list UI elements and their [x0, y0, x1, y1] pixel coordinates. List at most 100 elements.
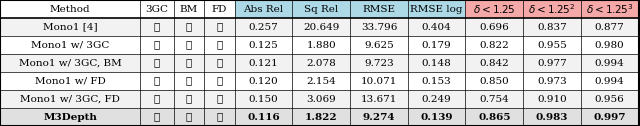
Bar: [465, 36, 523, 54]
Bar: [581, 90, 639, 108]
Bar: [174, 90, 204, 108]
Bar: [581, 108, 639, 126]
Bar: [350, 18, 408, 36]
Bar: [465, 72, 523, 90]
Text: Mono1 [4]: Mono1 [4]: [43, 23, 97, 32]
Text: 3GC: 3GC: [145, 5, 168, 13]
Bar: [581, 18, 639, 36]
Bar: [235, 54, 292, 72]
Text: 0.842: 0.842: [479, 58, 509, 68]
Text: 0.257: 0.257: [249, 23, 278, 32]
Bar: [174, 54, 204, 72]
Text: 0.179: 0.179: [422, 40, 451, 50]
Text: 0.956: 0.956: [595, 94, 625, 103]
Text: ✓: ✓: [154, 113, 160, 121]
Text: 0.865: 0.865: [478, 113, 511, 121]
Bar: [408, 90, 465, 108]
Text: ✓: ✓: [216, 94, 223, 103]
Text: 0.404: 0.404: [422, 23, 451, 32]
Bar: [204, 36, 235, 54]
Text: ✓: ✓: [154, 40, 160, 50]
Text: ✓: ✓: [216, 76, 223, 86]
Bar: [204, 18, 235, 36]
Text: 9.625: 9.625: [364, 40, 394, 50]
Text: Mono1 w/ 3GC, BM: Mono1 w/ 3GC, BM: [19, 58, 122, 68]
Text: ✗: ✗: [154, 23, 160, 32]
Bar: [523, 108, 581, 126]
Bar: [408, 18, 465, 36]
Bar: [581, 0, 639, 18]
Text: 9.274: 9.274: [363, 113, 396, 121]
Text: 1.880: 1.880: [307, 40, 336, 50]
Bar: [350, 0, 408, 18]
Text: Method: Method: [50, 5, 90, 13]
Bar: [235, 18, 292, 36]
Bar: [292, 90, 350, 108]
Bar: [523, 54, 581, 72]
Text: 0.754: 0.754: [479, 94, 509, 103]
Text: 0.837: 0.837: [537, 23, 567, 32]
Bar: [523, 36, 581, 54]
Text: RMSE log: RMSE log: [410, 5, 463, 13]
Text: ✓: ✓: [216, 113, 223, 121]
Bar: [140, 72, 174, 90]
Text: Abs Rel: Abs Rel: [244, 5, 284, 13]
Bar: [0, 72, 140, 90]
Text: 0.150: 0.150: [249, 94, 278, 103]
Bar: [204, 72, 235, 90]
Text: 1.822: 1.822: [305, 113, 337, 121]
Text: 0.877: 0.877: [595, 23, 625, 32]
Bar: [350, 108, 408, 126]
Bar: [174, 108, 204, 126]
Text: Sq Rel: Sq Rel: [304, 5, 339, 13]
Text: ✗: ✗: [154, 76, 160, 86]
Text: $\delta < 1.25^2$: $\delta < 1.25^2$: [528, 2, 576, 16]
Bar: [292, 0, 350, 18]
Bar: [465, 18, 523, 36]
Bar: [408, 36, 465, 54]
Bar: [408, 108, 465, 126]
Bar: [523, 72, 581, 90]
Text: 0.983: 0.983: [536, 113, 568, 121]
Bar: [0, 0, 140, 18]
Bar: [0, 36, 140, 54]
Text: 10.071: 10.071: [361, 76, 397, 86]
Bar: [465, 54, 523, 72]
Bar: [0, 90, 140, 108]
Bar: [204, 108, 235, 126]
Text: 0.249: 0.249: [422, 94, 451, 103]
Text: $\delta < 1.25$: $\delta < 1.25$: [473, 3, 516, 15]
Bar: [174, 36, 204, 54]
Bar: [523, 90, 581, 108]
Bar: [235, 36, 292, 54]
Bar: [140, 108, 174, 126]
Bar: [235, 72, 292, 90]
Bar: [204, 0, 235, 18]
Bar: [174, 0, 204, 18]
Text: ✗: ✗: [216, 58, 223, 68]
Text: 0.139: 0.139: [420, 113, 453, 121]
Text: Mono1 w/ 3GC: Mono1 w/ 3GC: [31, 40, 109, 50]
Bar: [408, 72, 465, 90]
Text: 0.910: 0.910: [537, 94, 567, 103]
Text: 0.850: 0.850: [479, 76, 509, 86]
Text: 0.994: 0.994: [595, 58, 625, 68]
Bar: [174, 72, 204, 90]
Text: ✗: ✗: [186, 23, 192, 32]
Text: 0.997: 0.997: [593, 113, 626, 121]
Bar: [235, 108, 292, 126]
Text: ✓: ✓: [154, 94, 160, 103]
Bar: [581, 54, 639, 72]
Text: M3Depth: M3Depth: [43, 113, 97, 121]
Text: ✗: ✗: [216, 40, 223, 50]
Text: 20.649: 20.649: [303, 23, 339, 32]
Text: 0.148: 0.148: [422, 58, 451, 68]
Text: ✓: ✓: [186, 58, 192, 68]
Bar: [292, 36, 350, 54]
Text: ✓: ✓: [154, 58, 160, 68]
Text: 0.125: 0.125: [249, 40, 278, 50]
Text: 0.696: 0.696: [479, 23, 509, 32]
Text: BM: BM: [180, 5, 198, 13]
Bar: [235, 0, 292, 18]
Bar: [140, 18, 174, 36]
